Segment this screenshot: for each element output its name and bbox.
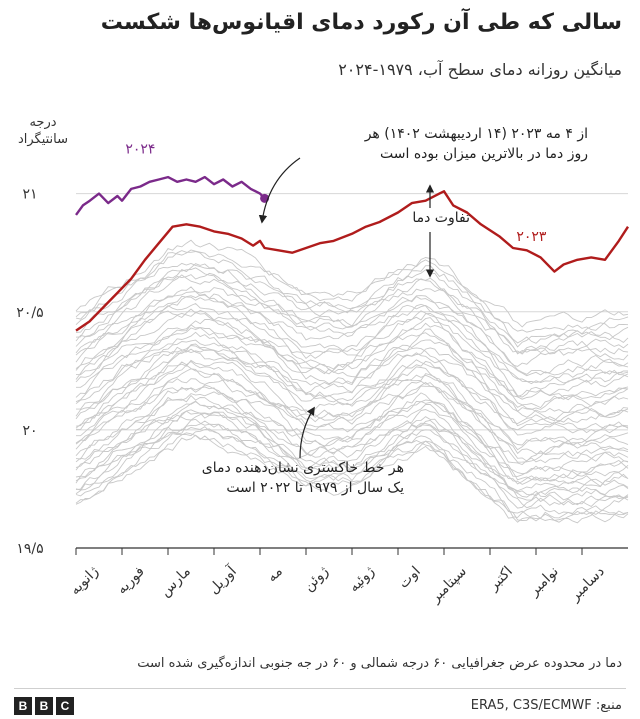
historical-line-42 (75, 250, 629, 348)
y-tick-label-0: ۲۱ (22, 187, 37, 203)
highlight-series: ۲۰۲۴ ۲۰۲۳ (75, 141, 630, 332)
historical-line-32 (75, 302, 629, 398)
footnote: دما در محدوده عرض جغرافیایی ۶۰ درجه شمال… (137, 656, 622, 671)
x-tick-label-6: ژوئیه (346, 563, 378, 595)
y-tick-label-1: ۲۰/۵ (16, 305, 43, 321)
historical-line-22 (75, 349, 629, 434)
historical-line-33 (75, 293, 629, 384)
historical-line-4 (75, 426, 629, 520)
grey-line-annotation-line2: یک سال از ۱۹۷۹ تا ۲۰۲۲ است (226, 480, 404, 496)
logo-letter-c: C (56, 697, 74, 715)
historical-line-26 (75, 331, 629, 418)
historical-line-34 (75, 295, 628, 385)
series-line-1 (75, 190, 630, 332)
historical-line-28 (76, 324, 629, 413)
chart-subtitle: میانگین روزانه دمای سطح آب، ۱۹۷۹-۲۰۲۴ (338, 60, 622, 79)
series-label-1: ۲۰۲۳ (516, 229, 547, 245)
historical-line-2 (75, 432, 629, 524)
historical-line-25 (75, 339, 629, 425)
y-tick-label-3: ۱۹/۵ (16, 541, 43, 557)
historical-line-9 (75, 400, 629, 501)
historical-line-1 (75, 434, 629, 523)
grey-line-annotation: هر خط خاکستری نشان‌دهنده دمای یک سال از … (144, 458, 404, 498)
historical-line-21 (75, 348, 629, 446)
historical-line-29 (75, 318, 629, 409)
x-tick-label-5: ژوئن (301, 563, 332, 594)
historical-line-17 (75, 368, 629, 462)
historical-line-36 (75, 287, 629, 375)
historical-line-16 (75, 378, 629, 466)
historical-line-38 (75, 272, 629, 355)
y-axis-label: درجه سانتیگراد (17, 115, 69, 147)
x-tick-label-3: آوریل (205, 562, 240, 597)
x-tick-label-11: دسامبر (566, 564, 607, 605)
historical-line-12 (75, 394, 629, 485)
footer-divider (14, 688, 626, 689)
record-annotation-line1: از ۴ مه ۲۰۲۳ (۱۴ اردیبهشت ۱۴۰۲) هر (364, 126, 588, 142)
difference-annotation: تفاوت دما (412, 210, 470, 226)
y-tick-labels: ۲۱ ۲۰/۵ ۲۰ ۱۹/۵ (16, 187, 43, 557)
historical-line-18 (76, 364, 629, 463)
x-tick-label-1: فوریه (114, 564, 148, 598)
x-tick-label-4: مه (264, 564, 286, 586)
historical-line-19 (75, 360, 629, 455)
historical-line-3 (75, 428, 629, 518)
historical-line-40 (75, 263, 629, 355)
logo-letter-b1: B (14, 697, 32, 715)
historical-line-27 (75, 327, 629, 422)
x-tick-label-9: اکتبر (485, 564, 516, 595)
annotation-arrows (258, 157, 435, 459)
chart-title: سالی که طی آن رکورد دمای اقیانوس‌ها شکست (100, 10, 622, 35)
historical-line-39 (75, 267, 629, 354)
historical-line-24 (75, 343, 629, 427)
record-arrow (258, 157, 301, 224)
historical-line-7 (75, 410, 629, 501)
historical-line-8 (75, 412, 629, 498)
x-axis: ژانویه فوریه مارس آوریل مه ژوئن ژوئیه اوت سپتامب… (67, 547, 628, 607)
x-tick-label-7: اوت (396, 564, 424, 592)
x-tick-label-10: نوامبر (525, 564, 561, 600)
x-tick-label-8: سپتامبر (427, 564, 470, 607)
historical-line-20 (75, 359, 629, 451)
historical-line-41 (75, 262, 629, 344)
bbc-logo: B B C (14, 697, 74, 715)
record-annotation-line2: روز دما در بالاترین میزان بوده است (380, 146, 588, 162)
historical-lines (75, 239, 629, 524)
logo-letter-b2: B (35, 697, 53, 715)
historical-line-35 (75, 286, 629, 377)
y-tick-label-2: ۲۰ (22, 423, 37, 439)
grey-line-arrow (299, 406, 315, 459)
historical-line-43 (75, 249, 629, 333)
grey-line-annotation-line1: هر خط خاکستری نشان‌دهنده دمای (201, 460, 404, 476)
x-tick-label-2: مارس (157, 564, 194, 601)
historical-line-23 (75, 345, 629, 436)
historical-line-13 (75, 391, 629, 477)
historical-line-44 (75, 239, 629, 328)
series-label-0: ۲۰۲۴ (125, 141, 155, 157)
historical-line-15 (75, 384, 629, 475)
x-tick-label-0: ژانویه (67, 563, 102, 598)
historical-line-37 (75, 274, 629, 367)
record-annotation: از ۴ مه ۲۰۲۳ (۱۴ اردیبهشت ۱۴۰۲) هر روز د… (288, 124, 588, 164)
series-line-0 (75, 175, 266, 216)
source-credit: منبع: ERA5, C3S/ECMWF (470, 698, 622, 713)
historical-line-10 (75, 409, 629, 494)
historical-line-31 (75, 310, 629, 398)
historical-line-30 (75, 308, 629, 401)
historical-line-14 (75, 386, 629, 481)
